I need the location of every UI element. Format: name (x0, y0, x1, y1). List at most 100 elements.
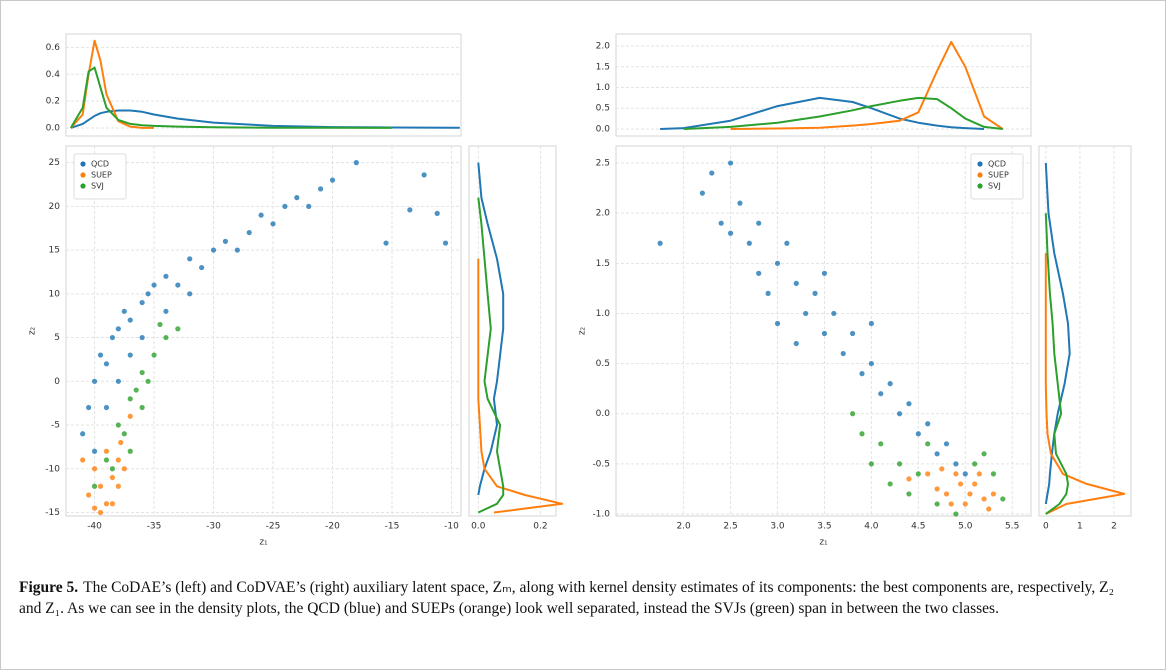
scatter-point (925, 421, 931, 427)
scatter-point (793, 340, 799, 347)
scatter-point (103, 501, 110, 507)
scatter-point (948, 501, 954, 507)
x-axis-label: z₁ (819, 538, 828, 548)
scatter-point (139, 369, 145, 376)
scatter-point (115, 326, 121, 332)
panel: -15 -10 -5 0 5 10 15 20 25 -40 -35 -30 -25 -20 -15 -10 z… (28, 145, 462, 548)
scatter-point (127, 317, 133, 323)
scatter-point (127, 396, 133, 402)
plot-area (65, 33, 462, 137)
x-tick-label: -10 (444, 522, 459, 532)
x-tick-label: -30 (206, 522, 221, 532)
legend-marker (80, 183, 86, 189)
scatter-point (421, 172, 427, 178)
scatter-point (859, 371, 865, 377)
scatter-point (175, 326, 181, 332)
scatter-point (145, 291, 151, 297)
scatter-point (756, 220, 762, 226)
scatter-point (896, 411, 903, 417)
scatter-point (127, 352, 133, 358)
scatter-point (868, 461, 874, 467)
scatter-point (103, 361, 110, 367)
scatter-point (953, 461, 959, 467)
y-tick-label: -10 (45, 464, 60, 474)
scatter-point (709, 170, 715, 176)
scatter-point (887, 381, 893, 387)
scatter-point (765, 290, 771, 296)
legend-marker (977, 183, 983, 189)
x-tick-label: 0.2 (533, 522, 547, 532)
y-tick-label: 1.5 (596, 62, 610, 72)
y-tick-label: 15 (49, 246, 60, 256)
density-line (477, 162, 505, 496)
scatter-point (163, 334, 169, 341)
panel: 0 1 2 (1038, 145, 1132, 532)
legend-marker (977, 161, 983, 167)
scatter-point (962, 471, 968, 477)
scatter-point (699, 190, 705, 196)
scatter-point (258, 212, 264, 218)
scatter-point (727, 160, 734, 166)
scatter-point (199, 264, 205, 271)
y-tick-label: -0.5 (592, 459, 610, 469)
scatter-point (746, 240, 752, 246)
scatter-point (887, 481, 893, 487)
scatter-point (934, 486, 940, 492)
scatter-point (868, 360, 874, 367)
scatter-point (383, 240, 389, 246)
scatter-point (109, 474, 116, 481)
density-line (477, 197, 505, 514)
scatter-point (934, 501, 940, 507)
x-tick-label: 2.5 (723, 522, 737, 532)
scatter-point (187, 291, 193, 297)
x-tick-label: -40 (87, 522, 102, 532)
scatter-point (139, 299, 145, 306)
plot-area (1038, 145, 1132, 517)
scatter-point (306, 203, 312, 209)
y-tick-label: 0 (54, 377, 60, 387)
y-axis-label: z₂ (578, 326, 588, 335)
y-tick-label: 1.0 (596, 83, 611, 93)
scatter-point (407, 207, 413, 213)
plot-area (615, 33, 1032, 137)
scatter-point (139, 334, 145, 341)
scatter-point (850, 411, 856, 417)
panel: -1.0 -0.5 0.0 0.5 1.0 1.5 2.0 2.5 2.0 2.5 3.0 3.5 4.… (578, 145, 1032, 548)
density-line (1044, 162, 1071, 505)
y-axis-label: z₂ (28, 326, 38, 335)
scatter-point (850, 330, 856, 337)
scatter-point (133, 387, 139, 393)
y-tick-label: 0.2 (46, 97, 60, 107)
scatter-point (972, 461, 978, 467)
x-tick-label: -35 (147, 522, 162, 532)
scatter-point (784, 240, 790, 246)
y-tick-label: 25 (49, 158, 60, 168)
scatter-point (91, 466, 98, 472)
scatter-point (109, 334, 116, 341)
scatter-point (222, 238, 229, 244)
scatter-point (97, 483, 104, 489)
density-line (660, 96, 985, 130)
scatter-point (187, 256, 193, 262)
x-tick-label: -15 (385, 522, 400, 532)
scatter-point (442, 240, 449, 246)
scatter-point (151, 282, 157, 288)
scatter-point (91, 378, 98, 384)
scatter-point (990, 471, 997, 477)
scatter-point (246, 229, 252, 236)
scatter-point (868, 320, 874, 327)
scatter-point (80, 457, 86, 463)
scatter-point (127, 448, 133, 454)
scatter-point (774, 320, 781, 327)
x-tick-label: 0.0 (471, 522, 486, 532)
scatter-point (967, 491, 973, 497)
scatter-point (878, 441, 884, 447)
density-line (477, 258, 564, 514)
scatter-point (756, 270, 762, 276)
scatter-point (434, 210, 440, 216)
scatter-point (981, 451, 987, 457)
legend-marker (80, 172, 86, 178)
scatter-point (86, 404, 92, 411)
panel: 0.0 0.2 (468, 145, 564, 532)
